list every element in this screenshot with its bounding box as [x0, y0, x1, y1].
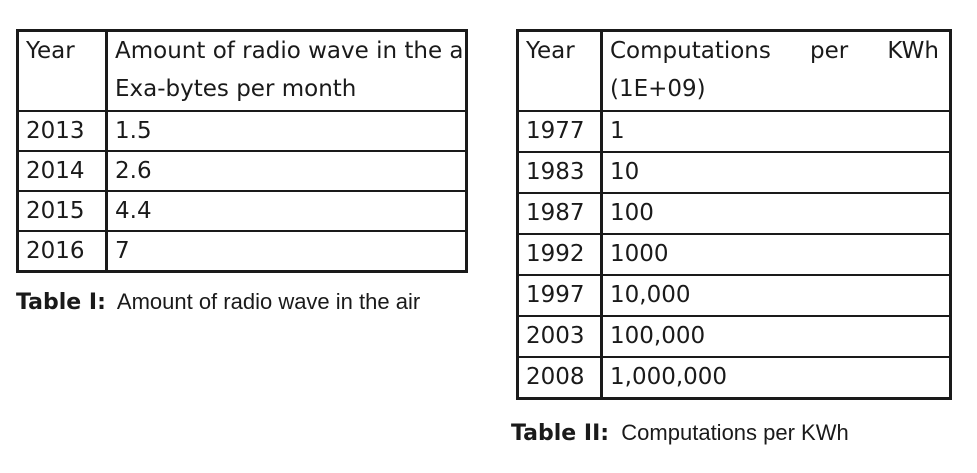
table-row: 1987 100 — [516, 192, 952, 235]
year-cell: 1997 — [516, 274, 603, 317]
year-cell: 1987 — [516, 192, 603, 235]
value-header: Amount of radio wave in the air Exa-byte… — [105, 29, 468, 112]
year-cell: 2008 — [516, 356, 603, 400]
value-cell: 1.5 — [105, 110, 468, 152]
table-2-caption: Table II: Computations per KWh — [511, 420, 849, 446]
value-header-line-1: Computations per KWh — [610, 32, 949, 70]
header-word: KWh — [887, 38, 939, 64]
value-cell: 1 — [600, 110, 952, 153]
year-cell: 1977 — [516, 110, 603, 153]
table-row: 2008 1,000,000 — [516, 356, 952, 400]
table-row: 2014 2.6 — [16, 150, 468, 192]
value-cell: 7 — [105, 230, 468, 273]
value-cell: 100,000 — [600, 315, 952, 358]
year-cell: 2003 — [516, 315, 603, 358]
value-header-line-1: Amount of radio wave in the air — [115, 38, 467, 64]
value-cell: 100 — [600, 192, 952, 235]
year-header: Year — [516, 29, 603, 112]
table-row: 1992 1000 — [516, 233, 952, 276]
year-cell: 1992 — [516, 233, 603, 276]
table-row: 2013 1.5 — [16, 110, 468, 152]
year-cell: 2014 — [16, 150, 108, 192]
caption-text: Computations per KWh — [621, 420, 849, 445]
value-cell: 1,000,000 — [600, 356, 952, 400]
value-cell: 10,000 — [600, 274, 952, 317]
value-cell: 4.4 — [105, 190, 468, 232]
value-header-line-2: (1E+09) — [610, 76, 706, 102]
value-cell: 10 — [600, 151, 952, 194]
table-row: 1983 10 — [516, 151, 952, 194]
computations-table: Year Computations per KWh (1E+09) 1977 1… — [516, 29, 952, 400]
table-row: 1997 10,000 — [516, 274, 952, 317]
value-header-line-2: Exa-bytes per month — [115, 76, 357, 102]
caption-label: Table II: — [511, 421, 610, 446]
table-1-caption: Table I: Amount of radio wave in the air — [16, 289, 420, 315]
table-row: 2015 4.4 — [16, 190, 468, 232]
year-header: Year — [16, 29, 108, 112]
value-cell: 1000 — [600, 233, 952, 276]
table-row: 2016 7 — [16, 230, 468, 273]
year-cell: 1983 — [516, 151, 603, 194]
table-header-row: Year Amount of radio wave in the air Exa… — [16, 29, 468, 112]
year-cell: 2016 — [16, 230, 108, 273]
table-row: 1977 1 — [516, 110, 952, 153]
caption-label: Table I: — [16, 290, 106, 315]
radio-wave-table: Year Amount of radio wave in the air Exa… — [16, 29, 468, 273]
header-word: per — [810, 38, 849, 64]
header-word: Computations — [610, 38, 771, 64]
caption-text: Amount of radio wave in the air — [116, 289, 421, 314]
year-cell: 2015 — [16, 190, 108, 232]
year-cell: 2013 — [16, 110, 108, 152]
value-cell: 2.6 — [105, 150, 468, 192]
table-header-row: Year Computations per KWh (1E+09) — [516, 29, 952, 112]
table-row: 2003 100,000 — [516, 315, 952, 358]
value-header: Computations per KWh (1E+09) — [600, 29, 952, 112]
